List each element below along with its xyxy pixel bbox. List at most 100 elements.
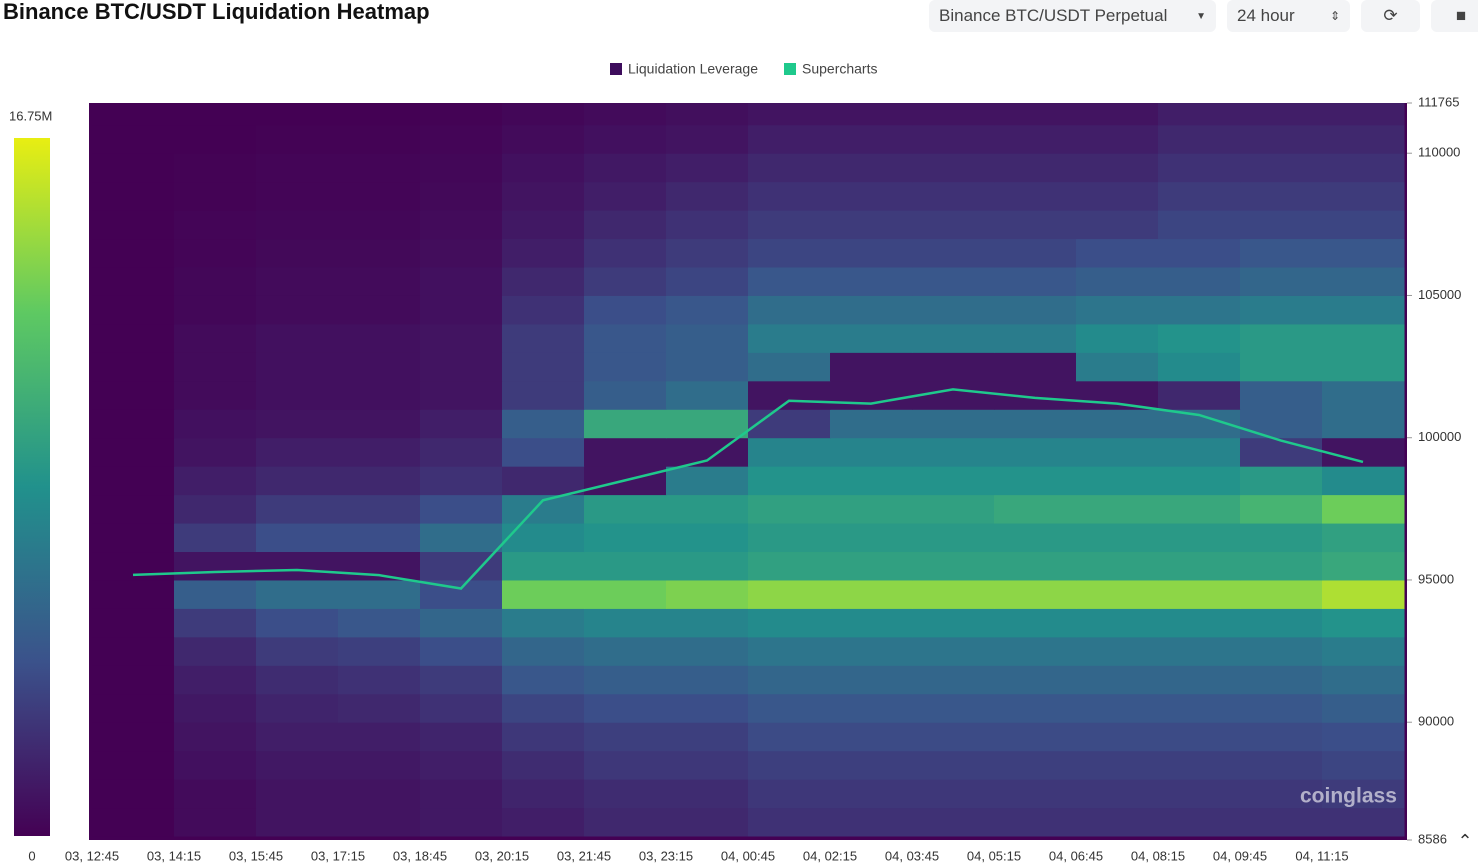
heat-cell [1322,103,1405,126]
heat-cell [420,665,503,695]
heat-cell [748,103,831,126]
heat-cell [502,295,585,325]
heat-cell [92,750,175,780]
heat-cell [1240,551,1323,581]
refresh-button[interactable]: ⟳ [1361,0,1420,32]
heat-cell [830,693,913,723]
price-layer [132,388,1364,590]
heat-cell [584,608,667,638]
legend-swatch [610,63,622,75]
heat-cell [1240,409,1323,439]
heat-cell [1076,722,1159,752]
heat-cell [420,750,503,780]
heat-cell [748,409,831,439]
heat-cell [92,295,175,325]
heat-cell [666,437,749,467]
heat-cell [338,665,421,695]
heat-cell [420,295,503,325]
heat-cell [174,103,257,126]
heat-cell [502,722,585,752]
heat-cell [420,693,503,723]
heat-cell [1076,153,1159,183]
caret: ▼ [1196,10,1206,22]
y-tick-label: 90000 [1418,714,1454,729]
heat-cell [912,722,995,752]
heat-cell [912,579,995,609]
heat-cell [994,636,1077,666]
heat-cell [1322,750,1405,780]
interval-select[interactable]: 24 hour ⇕ [1227,0,1350,32]
heat-cell [912,409,995,439]
heat-cell [830,466,913,496]
heat-cell [256,693,339,723]
heat-cell [92,437,175,467]
heat-cell [1076,466,1159,496]
heat-cell [666,210,749,240]
exchange-select[interactable]: Binance BTC/USDT Perpetual ▼ [929,0,1216,32]
heat-cell [420,466,503,496]
heat-cell [420,352,503,382]
heat-cell [256,210,339,240]
heat-cell [912,352,995,382]
heat-cell [748,295,831,325]
heat-cell [994,437,1077,467]
heat-cell [748,693,831,723]
heat-cell [1322,352,1405,382]
heat-cell [994,466,1077,496]
heat-cell [1076,437,1159,467]
heat-cell [666,466,749,496]
heat-cell [502,693,585,723]
heat-cell [502,409,585,439]
heat-cell [666,323,749,353]
camera-button[interactable]: ■ [1431,0,1478,32]
heat-cell [748,523,831,553]
heat-cell [830,181,913,211]
heat-cell [256,323,339,353]
heat-cell [338,807,421,837]
heat-cell [584,693,667,723]
y-tick-label: 110000 [1418,145,1460,160]
x-tick-label: 04, 09:45 [1213,848,1267,863]
heat-cell [994,665,1077,695]
heat-cell [1322,608,1405,638]
heat-cell [912,665,995,695]
heat-cell [174,210,257,240]
heat-cell [420,181,503,211]
heat-cell [584,323,667,353]
heat-cell [502,210,585,240]
heat-cell [92,579,175,609]
heat-cell [174,409,257,439]
heat-cell [92,779,175,809]
heat-cell [1158,267,1241,296]
heat-cell [502,608,585,638]
heat-cell [1322,437,1405,467]
heat-cell [830,665,913,695]
x-tick-label: 03, 20:15 [475,848,529,863]
heat-cell [1322,523,1405,553]
heat-cell [666,352,749,382]
x-tick-label: 04, 03:45 [885,848,939,863]
x-tick-label: 04, 11:15 [1295,848,1348,863]
heat-cell [748,124,831,154]
heat-cell [1076,807,1159,837]
heat-cell [420,523,503,553]
heat-cell [748,494,831,524]
heat-cell [256,295,339,325]
heat-cell [338,523,421,553]
heat-cell [912,750,995,780]
heat-cell [1076,636,1159,666]
heat-cell [1240,380,1323,410]
heat-cell [92,267,175,296]
heat-cell [584,380,667,410]
heat-cell [584,551,667,581]
heat-cell [666,523,749,553]
heat-cell [420,323,503,353]
heat-cell [994,523,1077,553]
heat-cell [1240,124,1323,154]
heat-cell [748,466,831,496]
heat-cell [256,352,339,382]
heat-cell [174,750,257,780]
heat-cell [92,409,175,439]
